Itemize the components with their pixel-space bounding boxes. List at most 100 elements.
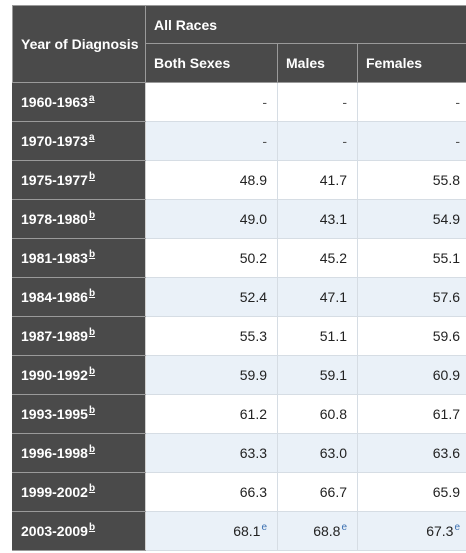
survival-value: 66.7 xyxy=(319,484,347,500)
year-of-diagnosis-cell: 1987-1989b xyxy=(12,316,146,356)
survival-value: 59.6 xyxy=(432,328,460,344)
survival-value: 68.8 xyxy=(313,523,341,539)
males-cell: - xyxy=(277,82,358,122)
survival-value: 60.9 xyxy=(432,367,460,383)
year-range-label: 1993-1995 xyxy=(21,406,88,422)
footnote-link[interactable]: b xyxy=(88,522,96,533)
males-cell: 63.0 xyxy=(277,433,358,473)
females-cell: 57.6 xyxy=(357,277,466,317)
females-header: Females xyxy=(357,43,466,83)
footnote-link[interactable]: a xyxy=(88,93,95,104)
females-cell: - xyxy=(357,121,466,161)
survival-value: 41.7 xyxy=(319,172,347,188)
year-range-label: 1996-1998 xyxy=(21,445,88,461)
both-sexes-header: Both Sexes xyxy=(145,43,278,83)
table-row: 1981-1983b 50.2 45.2 55.1 xyxy=(12,238,466,278)
year-of-diagnosis-cell: 1960-1963a xyxy=(12,82,146,122)
footnote-link[interactable]: b xyxy=(88,210,96,221)
footnote-link[interactable]: b xyxy=(88,366,96,377)
survival-value: 43.1 xyxy=(319,211,347,227)
survival-value: - xyxy=(455,133,460,149)
table-row: 1996-1998b 63.3 63.0 63.6 xyxy=(12,433,466,473)
both-sexes-cell: 59.9 xyxy=(145,355,278,395)
females-cell: 61.7 xyxy=(357,394,466,434)
table-row: 1978-1980b 49.0 43.1 54.9 xyxy=(12,199,466,239)
both-sexes-cell: 68.1e xyxy=(145,511,278,551)
females-cell: - xyxy=(357,82,466,122)
males-cell: 47.1 xyxy=(277,277,358,317)
table-row: 1999-2002b 66.3 66.7 65.9 xyxy=(12,472,466,512)
footnote-link[interactable]: e xyxy=(261,522,267,533)
both-sexes-cell: 48.9 xyxy=(145,160,278,200)
footnote-link[interactable]: b xyxy=(88,288,96,299)
females-cell: 54.9 xyxy=(357,199,466,239)
females-cell: 67.3e xyxy=(357,511,466,551)
year-of-diagnosis-cell: 1999-2002b xyxy=(12,472,146,512)
table-row: 1990-1992b 59.9 59.1 60.9 xyxy=(12,355,466,395)
footnote-link[interactable]: b xyxy=(88,483,96,494)
footnote-link[interactable]: b xyxy=(88,327,96,338)
males-cell: 41.7 xyxy=(277,160,358,200)
survival-value: 47.1 xyxy=(319,289,347,305)
footnote-link[interactable]: a xyxy=(88,132,95,143)
table-row: 1960-1963a - - - xyxy=(12,82,466,122)
year-range-label: 1981-1983 xyxy=(21,250,88,266)
year-of-diagnosis-cell: 1970-1973a xyxy=(12,121,146,161)
year-range-label: 1999-2002 xyxy=(21,484,88,500)
survival-value: - xyxy=(262,133,267,149)
both-sexes-cell: 63.3 xyxy=(145,433,278,473)
survival-value: 50.2 xyxy=(239,250,267,266)
survival-value: 63.0 xyxy=(319,445,347,461)
year-of-diagnosis-cell: 1993-1995b xyxy=(12,394,146,434)
footnote-link[interactable]: e xyxy=(341,522,347,533)
header-row-columns: Both Sexes Males Females xyxy=(13,43,466,83)
survival-value: 55.3 xyxy=(239,328,267,344)
year-range-label: 2003-2009 xyxy=(21,523,88,539)
both-sexes-cell: 50.2 xyxy=(145,238,278,278)
survival-table: Year of Diagnosis All Races Both Sexes M… xyxy=(12,5,466,551)
survival-value: 49.0 xyxy=(239,211,267,227)
footnote-link[interactable]: b xyxy=(88,444,96,455)
table-body: 1960-1963a - - -1970-1973a - - -1975-1977b 48.9… xyxy=(12,82,466,551)
footnote-link[interactable]: b xyxy=(88,171,96,182)
survival-value: 68.1 xyxy=(233,523,261,539)
table-row: 1984-1986b 52.4 47.1 57.6 xyxy=(12,277,466,317)
females-cell: 60.9 xyxy=(357,355,466,395)
both-sexes-cell: 61.2 xyxy=(145,394,278,434)
survival-value: 51.1 xyxy=(319,328,347,344)
all-races-header: All Races xyxy=(145,5,466,44)
survival-value: 63.3 xyxy=(239,445,267,461)
males-cell: 59.1 xyxy=(277,355,358,395)
both-sexes-cell: 49.0 xyxy=(145,199,278,239)
survival-value: 67.3 xyxy=(426,523,454,539)
survival-value: 66.3 xyxy=(239,484,267,500)
both-sexes-cell: - xyxy=(145,82,278,122)
survival-value: 61.2 xyxy=(239,406,267,422)
females-cell: 55.8 xyxy=(357,160,466,200)
females-cell: 55.1 xyxy=(357,238,466,278)
footnote-link[interactable]: e xyxy=(454,522,460,533)
year-of-diagnosis-header: Year of Diagnosis xyxy=(12,5,146,83)
survival-value: 48.9 xyxy=(239,172,267,188)
footnote-link[interactable]: b xyxy=(88,405,96,416)
year-of-diagnosis-cell: 1984-1986b xyxy=(12,277,146,317)
males-header: Males xyxy=(277,43,358,83)
year-of-diagnosis-cell: 1981-1983b xyxy=(12,238,146,278)
survival-value: - xyxy=(342,133,347,149)
survival-value: - xyxy=(455,94,460,110)
year-of-diagnosis-cell: 1975-1977b xyxy=(12,160,146,200)
survival-value: 52.4 xyxy=(239,289,267,305)
survival-value: - xyxy=(262,94,267,110)
survival-value: 55.8 xyxy=(432,172,460,188)
survival-table-container: Year of Diagnosis All Races Both Sexes M… xyxy=(12,5,466,551)
header-row-group: Year of Diagnosis All Races xyxy=(12,5,466,83)
year-of-diagnosis-cell: 1990-1992b xyxy=(12,355,146,395)
both-sexes-cell: 55.3 xyxy=(145,316,278,356)
footnote-link[interactable]: b xyxy=(88,249,96,260)
males-cell: 43.1 xyxy=(277,199,358,239)
year-range-label: 1978-1980 xyxy=(21,211,88,227)
males-cell: 68.8e xyxy=(277,511,358,551)
both-sexes-cell: 66.3 xyxy=(145,472,278,512)
females-cell: 65.9 xyxy=(357,472,466,512)
survival-value: 63.6 xyxy=(432,445,460,461)
